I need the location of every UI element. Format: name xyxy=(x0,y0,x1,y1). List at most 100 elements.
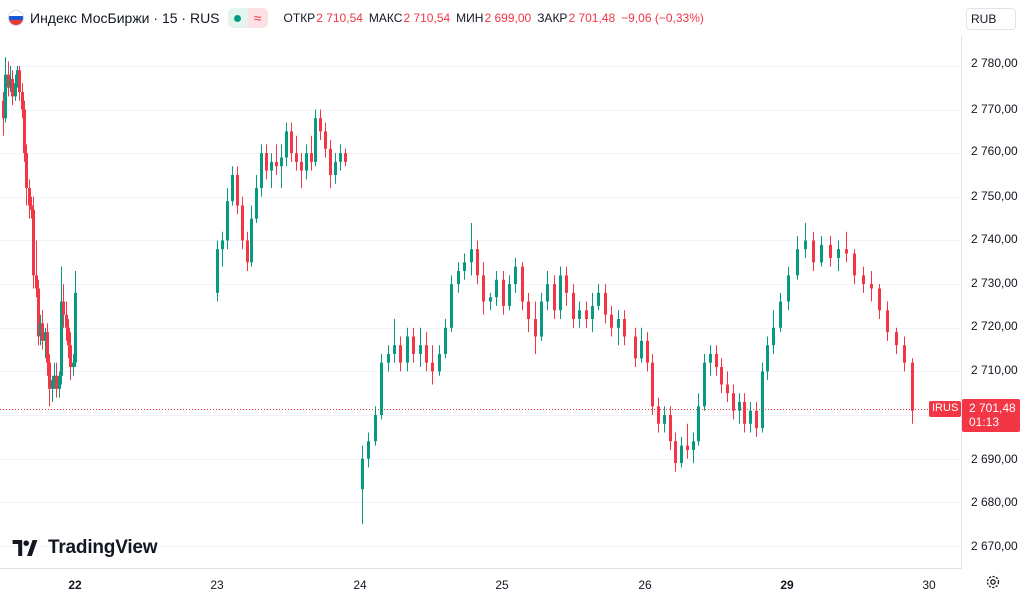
candle xyxy=(597,284,600,311)
candle xyxy=(845,231,848,263)
candle xyxy=(796,236,799,280)
candle-body xyxy=(406,336,409,363)
candle xyxy=(489,292,492,311)
candle xyxy=(585,301,588,328)
price-tick-label: 2 710,00 xyxy=(971,363,1018,377)
candle-body xyxy=(60,301,63,376)
time-tick-label: 24 xyxy=(353,578,367,592)
candle xyxy=(743,393,746,433)
candle xyxy=(610,305,613,337)
candle xyxy=(39,314,42,346)
candle-body xyxy=(44,332,47,341)
close-value: 2 701,48 xyxy=(568,11,616,25)
candle xyxy=(344,148,347,167)
candle-body xyxy=(680,445,683,464)
candle-body xyxy=(779,301,782,328)
candle xyxy=(285,122,288,167)
candle-body xyxy=(14,83,17,97)
price-tick-label: 2 750,00 xyxy=(971,189,1018,203)
time-tick-label: 29 xyxy=(780,578,794,592)
candle-body xyxy=(265,153,268,171)
candle-body xyxy=(221,240,224,250)
candle-body xyxy=(663,415,666,424)
candle-body xyxy=(820,244,823,263)
candle xyxy=(470,222,473,276)
candle xyxy=(51,375,54,402)
candle-body xyxy=(285,131,288,158)
last-price-value: 2 701,48 xyxy=(969,401,1016,415)
currency-button[interactable]: RUB xyxy=(966,8,1016,30)
candle xyxy=(565,266,568,306)
candle xyxy=(495,271,498,306)
price-scale[interactable]: 2 780,00 2 770,00 2 760,00 2 750,00 2 74… xyxy=(971,56,1018,553)
tradingview-logo-icon xyxy=(12,540,38,556)
candle-body xyxy=(623,319,626,337)
candle xyxy=(578,301,581,328)
low-value: 2 699,00 xyxy=(484,11,532,25)
candle xyxy=(260,144,263,197)
market-status[interactable]: ≈ xyxy=(227,8,268,28)
chart-grid xyxy=(0,66,960,547)
time-scale[interactable]: 22 23 24 25 26 29 30 xyxy=(68,578,936,592)
candle-body xyxy=(62,301,65,315)
candle-body xyxy=(23,109,26,154)
candle xyxy=(514,257,517,293)
candle xyxy=(862,266,865,293)
candle-body xyxy=(862,275,865,285)
candle xyxy=(715,345,718,376)
candle-body xyxy=(527,301,530,320)
candle-body xyxy=(18,70,21,93)
candle xyxy=(4,57,7,123)
candle xyxy=(463,253,466,280)
candle-body xyxy=(870,284,873,289)
symbol-title[interactable]: Индекс МосБиржи · 15 · RUS xyxy=(30,10,220,26)
market-open-icon[interactable] xyxy=(227,8,248,28)
candle-body xyxy=(314,118,317,162)
settings-gear-icon[interactable] xyxy=(982,571,1004,593)
candle xyxy=(419,327,422,368)
candle xyxy=(425,332,428,372)
candle-body xyxy=(604,292,607,315)
price-tick-label: 2 720,00 xyxy=(971,319,1018,333)
candle xyxy=(72,353,75,376)
candle xyxy=(772,310,775,354)
candle-body xyxy=(255,188,258,219)
candle-body xyxy=(275,161,278,167)
candle-body xyxy=(553,284,556,311)
candle-body xyxy=(41,323,44,341)
candle xyxy=(74,271,77,368)
close-label: ЗАКР xyxy=(537,11,568,25)
candle-body xyxy=(720,367,723,385)
candle xyxy=(878,284,881,320)
candle xyxy=(534,301,537,354)
candle xyxy=(444,319,447,359)
candle-body xyxy=(853,253,856,276)
candle-body xyxy=(2,100,5,119)
candle xyxy=(837,240,840,272)
candle-body xyxy=(21,92,24,110)
delayed-data-icon[interactable]: ≈ xyxy=(247,8,268,28)
candle xyxy=(23,100,26,162)
candle xyxy=(553,275,556,320)
candle-body xyxy=(53,375,56,381)
candle xyxy=(319,109,322,141)
candle xyxy=(623,310,626,346)
candle-body xyxy=(610,314,613,328)
candle-body xyxy=(772,327,775,346)
candle xyxy=(787,266,790,311)
candle xyxy=(697,393,700,446)
candle xyxy=(314,109,317,167)
tradingview-logo[interactable]: TradingView xyxy=(12,537,158,559)
candle-body xyxy=(387,353,390,363)
candle-body xyxy=(674,441,677,464)
candle-body xyxy=(69,345,72,368)
candle-body xyxy=(425,345,428,363)
candle-body xyxy=(578,310,581,320)
candle-body xyxy=(559,275,562,311)
candle-body xyxy=(246,240,249,263)
candle xyxy=(46,323,49,376)
candle xyxy=(482,262,485,315)
candle-body xyxy=(65,314,68,328)
candle-body xyxy=(450,284,453,328)
